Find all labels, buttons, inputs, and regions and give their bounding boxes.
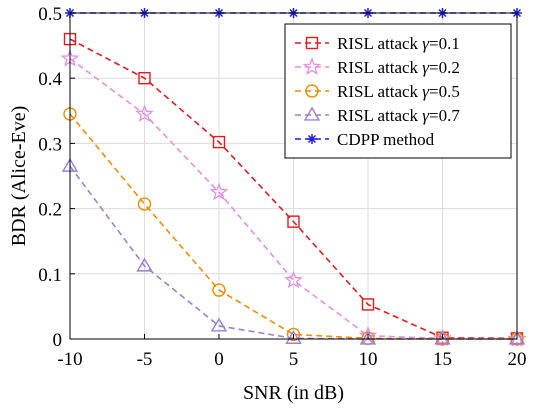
- legend-gamma-symbol: γ: [422, 58, 430, 77]
- legend-gamma-value: =0.5: [429, 82, 460, 101]
- legend-label-2: RISL attack γ=0.2: [337, 58, 460, 77]
- y-tick-label: 0.4: [38, 69, 62, 90]
- x-tick-label: 5: [289, 349, 299, 370]
- x-tick-label: -10: [57, 349, 82, 370]
- legend-label-text: RISL attack: [337, 34, 422, 53]
- series-4-point: [285, 329, 302, 344]
- series-4-point: [434, 330, 451, 345]
- series-4-point: [359, 330, 377, 345]
- legend-label-text: RISL attack: [337, 58, 422, 77]
- series-1-point: [212, 135, 226, 149]
- legend-gamma-symbol: γ: [422, 34, 430, 53]
- series-2-point: [135, 104, 154, 123]
- legend-box: [284, 23, 512, 159]
- axis-ticks: -10 -5 0 5 10 15 20 0 0.1 0.2 0.3 0.4 0.5: [38, 4, 526, 370]
- legend-gamma-value: =0.2: [429, 58, 460, 77]
- series-1-point: [361, 298, 375, 311]
- legend-gamma-value: =0.1: [429, 34, 460, 53]
- series-3-point: [212, 283, 226, 297]
- legend-label-5: CDPP method: [337, 130, 435, 149]
- legend-label-1: RISL attack γ=0.1: [337, 34, 460, 53]
- x-tick-label: 15: [433, 349, 452, 370]
- series-4-point: [210, 317, 228, 332]
- series-1-point: [138, 71, 151, 85]
- legend-label-4: RISL attack γ=0.7: [337, 106, 460, 125]
- legend-marker-5: [307, 134, 317, 144]
- legend-gamma-value: =0.7: [429, 106, 460, 125]
- legend-label-text: CDPP method: [337, 130, 435, 149]
- series-3-point: [286, 327, 301, 342]
- y-tick-label: 0.3: [38, 134, 62, 155]
- legend-marker-3: [305, 84, 319, 98]
- y-tick-label: 0: [53, 330, 63, 351]
- x-axis-label: SNR (in dB): [243, 382, 344, 404]
- legend-gamma-symbol: γ: [422, 82, 430, 101]
- series-2-point: [209, 182, 229, 201]
- y-axis-label: BDR (Alice-Eve): [8, 106, 30, 247]
- x-tick-label: 0: [214, 349, 224, 370]
- y-tick-label: 0.2: [38, 200, 62, 221]
- legend-marker-1: [305, 36, 319, 50]
- legend-label-text: RISL attack: [337, 106, 422, 125]
- y-tick-label: 0.1: [38, 265, 62, 286]
- legend-label-3: RISL attack γ=0.5: [337, 82, 460, 101]
- legend-marker-2: [302, 57, 322, 75]
- series-1-point: [287, 215, 300, 228]
- legend-gamma-symbol: γ: [422, 106, 430, 125]
- x-tick-label: 10: [359, 349, 378, 370]
- series-2-point: [284, 270, 303, 289]
- series-4-point: [136, 257, 153, 272]
- legend-label-text: RISL attack: [337, 82, 422, 101]
- series-4-point: [508, 330, 526, 345]
- x-tick-label: 20: [508, 349, 527, 370]
- series-3-point: [137, 197, 152, 211]
- x-tick-label: -5: [137, 349, 153, 370]
- y-tick-label: 0.5: [38, 4, 62, 25]
- legend-marker-4: [303, 106, 321, 121]
